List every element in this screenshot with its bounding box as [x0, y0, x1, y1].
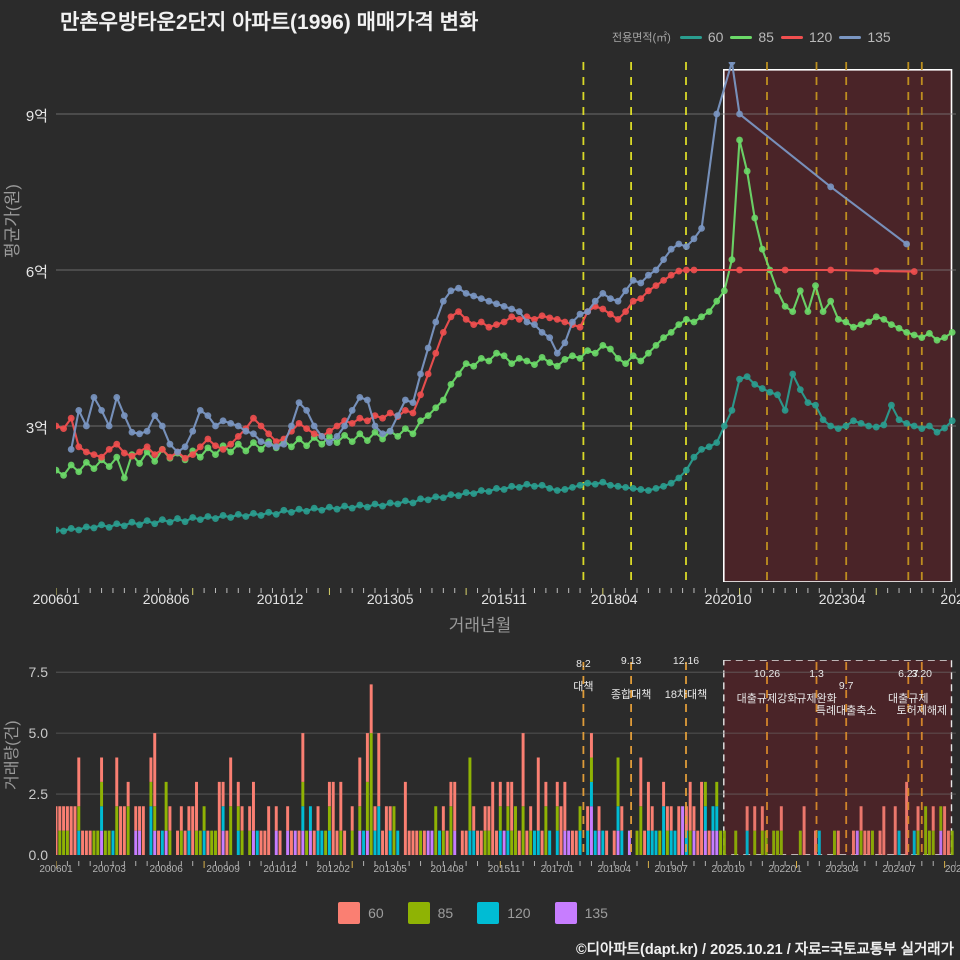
annotation-name: 대출규제강화 — [736, 693, 798, 705]
annotation-date: 8.2 — [576, 658, 591, 670]
bottom-x-tick: 201305 — [373, 864, 407, 875]
legend-swatch-120 — [780, 35, 803, 39]
annotation-name: 규제완화 — [796, 693, 837, 705]
bottom-x-tick: 201804 — [597, 864, 631, 875]
annotation-date: 1.3 — [809, 668, 824, 680]
footer-credit: ©디아파트(dapt.kr) / 2025.10.21 / 자료=국토교통부 실… — [575, 942, 954, 958]
bottom-legend-label-60: 60 — [368, 905, 384, 921]
bottom-x-tick: 201202 — [316, 864, 350, 875]
bottom-legend: 60 85 120 135 — [0, 902, 960, 924]
bottom-x-tick: 202407 — [882, 864, 916, 875]
legend-item-60[interactable]: 60 — [679, 29, 724, 45]
annotation-date: 9.13 — [620, 655, 642, 667]
top-x-tick: 202304 — [818, 591, 866, 607]
top-x-tick: 200601 — [32, 591, 80, 607]
top-x-axis-label: 거래년월 — [448, 616, 512, 635]
bottom-legend-item-60[interactable]: 60 — [338, 902, 384, 924]
annotation-date: 10.26 — [753, 668, 781, 680]
legend-swatch-135 — [839, 35, 862, 39]
bottom-legend-item-120[interactable]: 120 — [477, 902, 531, 924]
bottom-legend-swatch-85 — [407, 902, 430, 924]
top-y-tick: 6억 — [25, 264, 48, 281]
top-x-tick: 201804 — [590, 591, 638, 607]
bottom-x-tick: 201511 — [487, 864, 521, 875]
bottom-x-tick: 201907 — [654, 864, 688, 875]
annotation-name: 종합대책 — [610, 689, 652, 701]
bottom-x-tick: 200601 — [39, 864, 73, 875]
top-y-tick: 3억 — [25, 420, 48, 437]
annotation-date: 3.20 — [911, 668, 933, 680]
legend-swatch-85 — [730, 35, 753, 39]
top-legend-title: 전용면적(㎡) — [612, 32, 671, 44]
bottom-legend-label-135: 135 — [584, 905, 608, 921]
annotation-date: 9.7 — [838, 680, 854, 692]
legend-label-120: 120 — [808, 29, 833, 45]
bottom-x-tick: 201408 — [430, 864, 464, 875]
top-tick-strip — [55, 582, 957, 595]
bottom-x-tick: 201701 — [540, 864, 574, 875]
legend-swatch-60 — [679, 35, 702, 39]
top-x-tick: 202010 — [704, 591, 752, 607]
price-line-chart — [56, 62, 956, 582]
bottom-y-tick: 7.5 — [28, 664, 48, 681]
bottom-x-tick: 202201 — [768, 864, 802, 875]
bottom-x-tick: 200703 — [92, 864, 126, 875]
annotation-name: 특례대출축소 — [815, 705, 877, 717]
top-legend: 전용면적(㎡) 60 85 120 135 — [612, 29, 891, 45]
bottom-y-tick: 5.0 — [28, 725, 48, 742]
annotation-date: 12.16 — [672, 655, 700, 667]
bottom-legend-label-120: 120 — [507, 905, 531, 921]
legend-item-135[interactable]: 135 — [839, 29, 891, 45]
bottom-x-tick: 200806 — [149, 864, 183, 875]
bottom-x-tick: 2025 — [944, 864, 960, 875]
annotation-date: 6.27 — [898, 668, 919, 680]
bottom-x-tick: 200909 — [206, 864, 240, 875]
bottom-legend-swatch-60 — [338, 902, 361, 924]
annotation-name: 대출규제 — [888, 693, 929, 705]
bottom-x-tick: 202010 — [711, 864, 745, 875]
bottom-legend-item-85[interactable]: 85 — [407, 902, 454, 924]
bottom-legend-item-135[interactable]: 135 — [554, 902, 608, 924]
bottom-legend-swatch-120 — [477, 902, 500, 924]
bottom-tick-strip — [55, 855, 957, 868]
top-x-tick: 2025 — [940, 591, 960, 607]
legend-label-135: 135 — [867, 29, 891, 45]
bottom-y-tick: 2.5 — [28, 786, 48, 803]
top-x-tick: 201012 — [256, 591, 304, 607]
legend-item-120[interactable]: 120 — [780, 29, 833, 45]
bottom-legend-label-85: 85 — [437, 905, 454, 921]
bottom-x-tick: 202304 — [825, 864, 859, 875]
bottom-y-tick: 0.0 — [28, 847, 48, 863]
volume-bar-chart — [54, 648, 956, 856]
bottom-x-tick: 201012 — [263, 864, 297, 875]
top-x-tick: 201511 — [481, 591, 527, 607]
top-y-axis-label: 평균가(원) — [3, 184, 22, 258]
top-y-tick: 9억 — [25, 108, 48, 125]
top-x-tick: 200806 — [142, 591, 190, 607]
legend-label-60: 60 — [707, 29, 724, 45]
annotation-name: 대책 — [573, 681, 594, 693]
bottom-legend-swatch-135 — [554, 902, 577, 924]
legend-label-85: 85 — [758, 29, 774, 45]
page-title: 만촌우방타운2단지 아파트(1996) 매매가격 변화 — [60, 11, 479, 34]
top-x-tick: 201305 — [366, 591, 414, 607]
annotation-name: 토허제해제 — [896, 705, 948, 717]
legend-item-85[interactable]: 85 — [730, 29, 774, 45]
annotation-name: 18차대책 — [664, 689, 708, 701]
